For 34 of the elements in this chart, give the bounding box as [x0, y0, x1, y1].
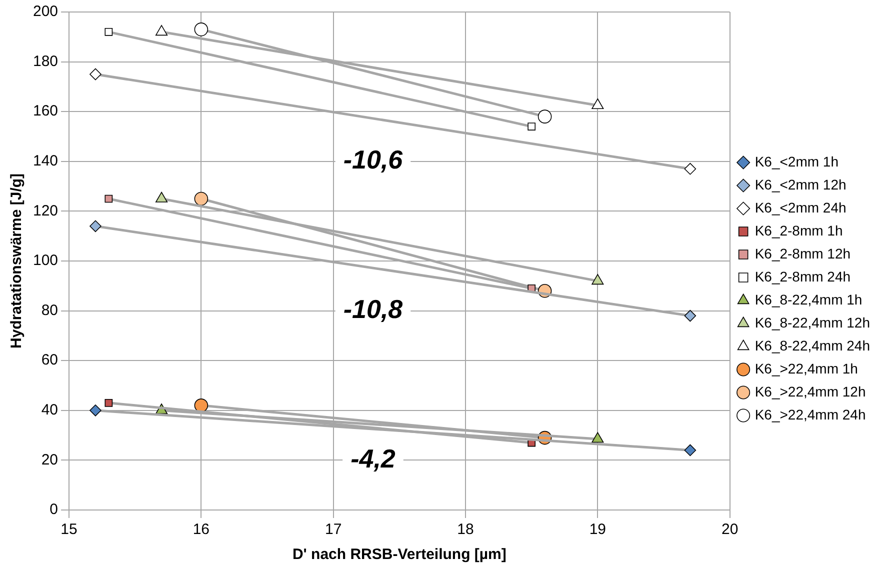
- x-tick-label: 18: [457, 521, 474, 538]
- legend-label: K6_2-8mm 1h: [754, 222, 843, 238]
- legend-label: K6_<2mm 24h: [754, 199, 846, 216]
- y-tick-label: 140: [32, 152, 58, 170]
- y-tick-label: 0: [50, 501, 58, 518]
- x-axis-title: D' nach RRSB-Verteilung [µm]: [292, 546, 506, 564]
- y-axis-title: Hydratationswärme [J/g]: [8, 173, 26, 349]
- x-tick-label: 15: [60, 521, 78, 538]
- x-tick-label: 17: [325, 521, 342, 538]
- y-tick-label: 160: [32, 102, 58, 120]
- y-tick-label: 180: [32, 52, 58, 70]
- y-tick-label: 80: [41, 302, 58, 319]
- legend-label: K6_<2mm 12h: [754, 176, 846, 192]
- y-tick-label: 40: [41, 402, 58, 419]
- y-tick-label: 100: [32, 252, 58, 270]
- legend-label: K6_8-22,4mm 24h: [754, 337, 870, 354]
- annotation: -10,6: [343, 144, 404, 175]
- y-tick-label: 60: [41, 352, 58, 369]
- legend-label: K6_>22,4mm 12h: [754, 383, 866, 400]
- annotation: -10,8: [343, 294, 404, 324]
- legend-label: K6_>22,4mm 24h: [754, 406, 866, 422]
- x-tick-label: 20: [721, 521, 738, 538]
- legend-label: K6_2-8mm 12h: [754, 245, 851, 262]
- legend-label: K6_8-22,4mm 12h: [754, 314, 870, 330]
- x-tick-label: 16: [192, 521, 210, 538]
- annotation: -4,2: [350, 443, 396, 474]
- legend-label: K6_8-22,4mm 1h: [754, 291, 862, 308]
- y-tick-label: 20: [41, 451, 58, 468]
- y-tick-label: 200: [32, 3, 58, 20]
- legend-label: K6_>22,4mm 1h: [754, 360, 858, 376]
- legend-label: K6_2-8mm 24h: [754, 268, 851, 284]
- x-tick-label: 19: [589, 521, 606, 538]
- legend-label: K6_<2mm 1h: [754, 153, 838, 170]
- y-tick-label: 120: [32, 202, 58, 220]
